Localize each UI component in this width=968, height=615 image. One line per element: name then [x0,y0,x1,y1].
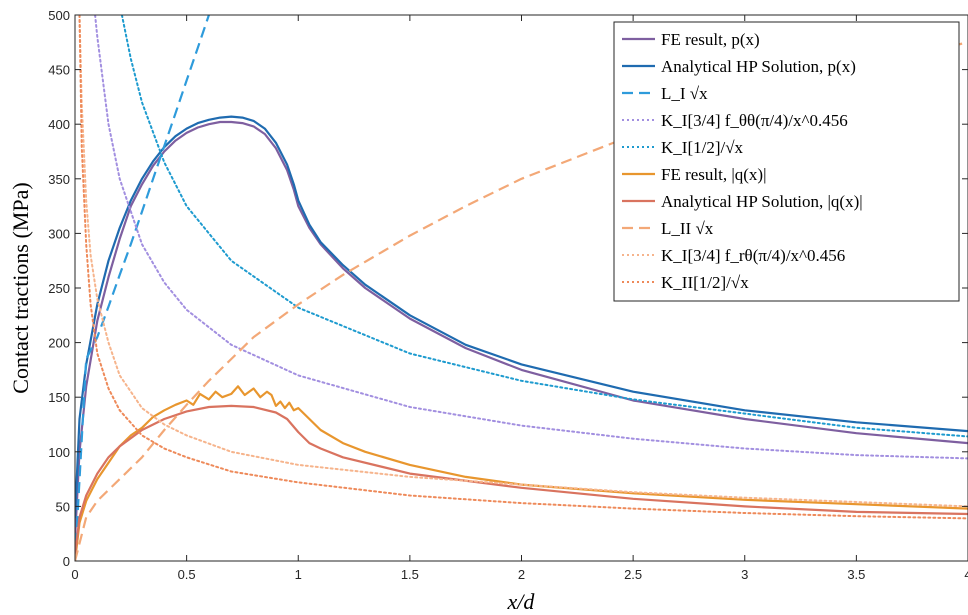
y-tick-label: 500 [48,8,70,23]
series-line-5 [120,15,968,438]
y-tick-label: 350 [48,172,70,187]
legend-label-8: L_II √x [661,219,714,238]
legend-label-1: FE result, p(x) [661,30,760,49]
series-line-9 [78,15,968,508]
x-tick-label: 4 [964,567,968,582]
y-tick-label: 450 [48,63,70,78]
x-tick-label: 3.5 [847,567,865,582]
x-tick-label: 1 [295,567,302,582]
legend-box [613,21,960,302]
y-tick-label: 400 [48,117,70,132]
y-tick-label: 50 [56,499,70,514]
x-tick-label: 2 [518,567,525,582]
x-axis-title: x/d [507,589,536,614]
x-tick-label: 0.5 [178,567,196,582]
x-tick-label: 2.5 [624,567,642,582]
series-line-2 [75,115,968,519]
y-tick-label: 250 [48,281,70,296]
legend-label-5: K_I[1/2]/√x [661,138,744,157]
legend: FE result, p(x) Analytical HP Solution, p… [613,21,960,302]
legend-label-2: Analytical HP Solution, p(x) [661,57,856,76]
y-axis-title: Contact tractions (MPa) [8,182,33,393]
series-line-7 [75,404,968,557]
legend-label-10: K_II[1/2]/√x [661,273,749,292]
legend-label-6: FE result, |q(x)| [661,165,767,184]
ticks-layer: 0 0.5 1 1.5 2 2.5 3 3.5 4 0 50 100 150 200 250 300 350 40… [48,8,968,582]
legend-label-7: Analytical HP Solution, |q(x)| [661,192,863,211]
legend-label-4: K_I[3/4] f_θθ(π/4)/x^0.456 [661,111,848,130]
series-line-10 [78,15,968,520]
y-tick-label: 300 [48,226,70,241]
legend-label-9: K_I[3/4] f_rθ(π/4)/x^0.456 [661,246,845,265]
x-tick-label: 0 [71,567,78,582]
legend-items: FE result, p(x) Analytical HP Solution, p… [622,30,863,292]
y-tick-label: 0 [63,554,70,569]
x-tick-label: 1.5 [401,567,419,582]
legend-label-3: L_I √x [661,84,708,103]
y-tick-label: 100 [48,445,70,460]
y-tick-label: 150 [48,390,70,405]
series-line-1 [75,120,968,541]
x-tick-label: 3 [741,567,748,582]
series-line-4 [94,15,968,460]
y-tick-label: 200 [48,336,70,351]
series-line-3 [75,15,210,561]
